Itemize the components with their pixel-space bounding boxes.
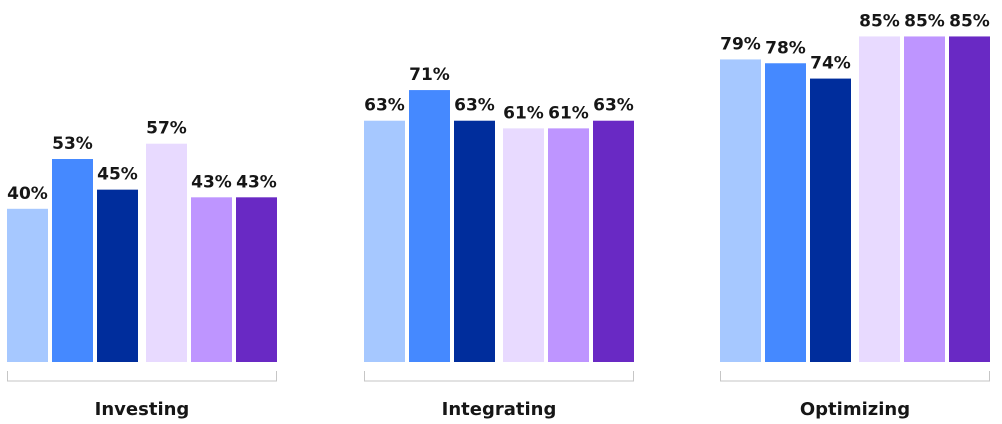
bar-optimizing-1-0: [859, 36, 900, 362]
bar-value-label: 61%: [548, 103, 589, 123]
bar-integrating-0-2: [454, 120, 495, 363]
bar-value-label: 63%: [593, 96, 634, 116]
category-label: Optimizing: [800, 399, 910, 420]
bar-value-label: 71%: [409, 65, 450, 85]
category-axis: Investing Integrating Optimizing: [7, 371, 990, 420]
bar-integrating-1-2: [593, 120, 634, 363]
bar-optimizing-0-2: [810, 78, 851, 362]
bar-value-label: 85%: [949, 11, 990, 31]
bar-investing-1-1: [191, 197, 232, 362]
bar-value-label: 45%: [97, 165, 138, 185]
bar-value-label: 74%: [810, 54, 851, 74]
category-bracket: [7, 371, 277, 382]
bar-optimizing-0-1: [765, 63, 806, 362]
bar-value-label: 63%: [364, 96, 405, 116]
category-label: Investing: [95, 399, 190, 420]
bar-optimizing-0-0: [720, 59, 761, 363]
bar-value-label: 53%: [52, 134, 93, 154]
bar-optimizing-1-2: [949, 36, 990, 362]
category-bracket: [720, 371, 990, 382]
bar-investing-0-0: [7, 208, 48, 362]
bar-integrating-1-1: [548, 128, 589, 362]
bar-investing-1-0: [146, 143, 187, 362]
category-label: Integrating: [442, 399, 557, 420]
bar-integrating-0-1: [409, 90, 450, 362]
bar-investing-0-1: [52, 159, 93, 362]
bar-investing-1-2: [236, 197, 277, 362]
bar-value-label: 57%: [146, 119, 187, 139]
bar-value-label: 63%: [454, 96, 495, 116]
bar-value-label: 85%: [859, 11, 900, 31]
bar-value-label: 61%: [503, 103, 544, 123]
bar-value-label: 43%: [236, 172, 277, 192]
bar-value-label: 79%: [720, 34, 761, 54]
bars-layer: [7, 36, 990, 363]
value-labels-layer: 40%53%45%57%43% 43%63%71%63% 61% 61% 63%79% 7…: [7, 11, 990, 203]
bar-integrating-1-0: [503, 128, 544, 362]
bar-value-label: 78%: [765, 38, 806, 58]
bar-value-label: 85%: [904, 11, 945, 31]
bar-optimizing-1-1: [904, 36, 945, 362]
bar-value-label: 40%: [7, 184, 48, 204]
bar-investing-0-2: [97, 189, 138, 362]
bar-value-label: 43%: [191, 172, 232, 192]
bar-integrating-0-0: [364, 120, 405, 363]
category-bracket: [364, 371, 634, 382]
